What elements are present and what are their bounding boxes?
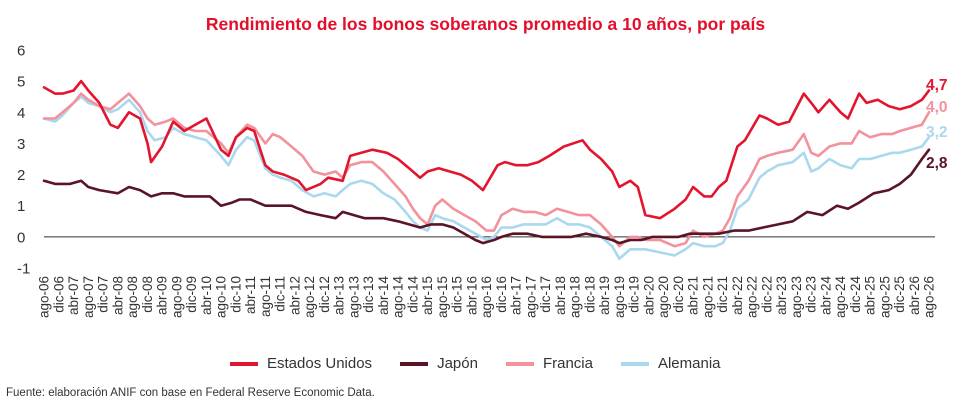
- legend-item: Estados Unidos: [230, 355, 372, 372]
- x-tick-label: dic-25: [892, 276, 907, 313]
- x-tick-label: abr-26: [907, 276, 922, 315]
- x-tick-label: dic-08: [140, 276, 155, 313]
- end-labels: 4,7 2,8 4,0 3,2: [926, 77, 948, 172]
- end-label: 2,8: [926, 155, 948, 172]
- x-axis: ago-06 dic-06 abr-07 ago-07 dic-07 abr-08 ago-…: [37, 236, 937, 319]
- x-tick-label: dic-20: [671, 276, 686, 313]
- x-tick-label: abr-18: [553, 276, 568, 315]
- y-tick-label: 3: [17, 136, 25, 153]
- x-tick-label: dic-12: [317, 276, 332, 313]
- x-tick-label: ago-08: [125, 276, 140, 318]
- x-tick-label: abr-23: [774, 276, 789, 315]
- legend-label: Japón: [437, 355, 478, 372]
- x-tick-label: abr-15: [420, 276, 435, 315]
- x-tick-label: dic-06: [51, 276, 66, 313]
- x-tick-label: ago-14: [391, 276, 406, 319]
- x-tick-label: abr-09: [155, 276, 170, 315]
- x-tick-label: ago-09: [169, 276, 184, 318]
- x-tick-label: ago-12: [302, 276, 317, 318]
- series-line: [42, 79, 931, 220]
- legend-item: Japón: [400, 355, 478, 372]
- series-lines: [42, 79, 931, 260]
- legend-swatch: [230, 361, 258, 366]
- x-tick-label: ago-25: [877, 276, 892, 318]
- x-tick-label: abr-20: [641, 276, 656, 315]
- x-tick-label: abr-14: [376, 276, 391, 316]
- x-tick-label: ago-13: [346, 276, 361, 318]
- x-tick-label: abr-10: [199, 276, 214, 315]
- x-tick-label: ago-22: [745, 276, 760, 318]
- x-tick-label: ago-26: [922, 276, 937, 318]
- end-label: 4,7: [926, 77, 948, 94]
- x-tick-label: abr-13: [332, 276, 347, 315]
- x-tick-label: abr-16: [464, 276, 479, 315]
- legend: Estados Unidos Japón Francia Alemania: [230, 355, 721, 372]
- legend-label: Estados Unidos: [267, 355, 373, 372]
- legend-item: Alemania: [620, 355, 721, 372]
- x-tick-label: abr-08: [110, 276, 125, 315]
- x-tick-label: dic-14: [405, 276, 420, 313]
- x-tick-label: ago-15: [435, 276, 450, 318]
- chart-title: Rendimiento de los bonos soberanos prome…: [205, 14, 766, 34]
- source-note: Fuente: elaboración ANIF con base en Fed…: [6, 387, 375, 399]
- series-line: [42, 95, 931, 260]
- legend-item: Francia: [505, 355, 593, 372]
- x-tick-label: ago-11: [258, 276, 273, 317]
- x-tick-label: abr-17: [509, 276, 524, 315]
- x-tick-label: dic-10: [228, 276, 243, 313]
- y-tick-label: 5: [17, 74, 25, 91]
- x-tick-label: dic-09: [184, 276, 199, 313]
- end-label: 3,2: [926, 124, 948, 141]
- y-tick-label: 0: [17, 229, 25, 246]
- y-tick-label: 1: [17, 198, 25, 215]
- y-tick-label: -1: [17, 261, 30, 278]
- x-tick-label: dic-07: [96, 276, 111, 313]
- x-tick-label: ago-17: [523, 276, 538, 318]
- x-tick-label: dic-13: [361, 276, 376, 313]
- x-tick-label: dic-19: [627, 276, 642, 313]
- x-tick-label: abr-11: [243, 276, 258, 314]
- x-tick-label: dic-18: [582, 276, 597, 313]
- x-tick-label: abr-25: [863, 276, 878, 315]
- y-tick-label: 4: [17, 105, 25, 122]
- x-tick-label: abr-24: [818, 276, 833, 316]
- x-tick-label: ago-19: [612, 276, 627, 318]
- legend-label: Francia: [542, 355, 593, 372]
- legend-swatch: [620, 361, 649, 366]
- x-tick-label: dic-22: [759, 276, 774, 313]
- y-axis: -1 0 1 2 3 4 5 6: [17, 43, 30, 278]
- x-tick-label: ago-07: [81, 276, 96, 318]
- series-line: [42, 148, 931, 245]
- end-label: 4,0: [926, 99, 948, 116]
- legend-swatch: [505, 361, 534, 366]
- legend-label: Alemania: [657, 355, 721, 372]
- x-tick-label: ago-23: [789, 276, 804, 318]
- x-tick-label: dic-23: [804, 276, 819, 313]
- x-tick-label: ago-10: [214, 276, 229, 318]
- x-tick-label: ago-06: [37, 276, 52, 318]
- x-tick-label: ago-18: [568, 276, 583, 318]
- x-tick-label: abr-21: [686, 276, 701, 315]
- x-tick-label: ago-21: [700, 276, 715, 318]
- x-tick-label: dic-24: [848, 276, 863, 313]
- x-tick-label: abr-12: [287, 276, 302, 315]
- x-tick-label: ago-20: [656, 276, 671, 318]
- series-line: [42, 92, 931, 248]
- x-tick-label: abr-19: [597, 276, 612, 315]
- x-tick-label: ago-16: [479, 276, 494, 318]
- x-tick-label: ago-24: [833, 276, 848, 319]
- y-tick-label: 6: [17, 43, 25, 60]
- x-tick-label: dic-11: [273, 276, 288, 312]
- y-tick-label: 2: [17, 167, 25, 184]
- x-tick-label: dic-17: [538, 276, 553, 313]
- legend-swatch: [400, 361, 429, 366]
- x-tick-label: dic-16: [494, 276, 509, 313]
- x-tick-label: dic-15: [450, 276, 465, 313]
- x-tick-label: abr-07: [66, 276, 81, 315]
- x-tick-label: dic-21: [715, 276, 730, 313]
- x-tick-label: abr-22: [730, 276, 745, 315]
